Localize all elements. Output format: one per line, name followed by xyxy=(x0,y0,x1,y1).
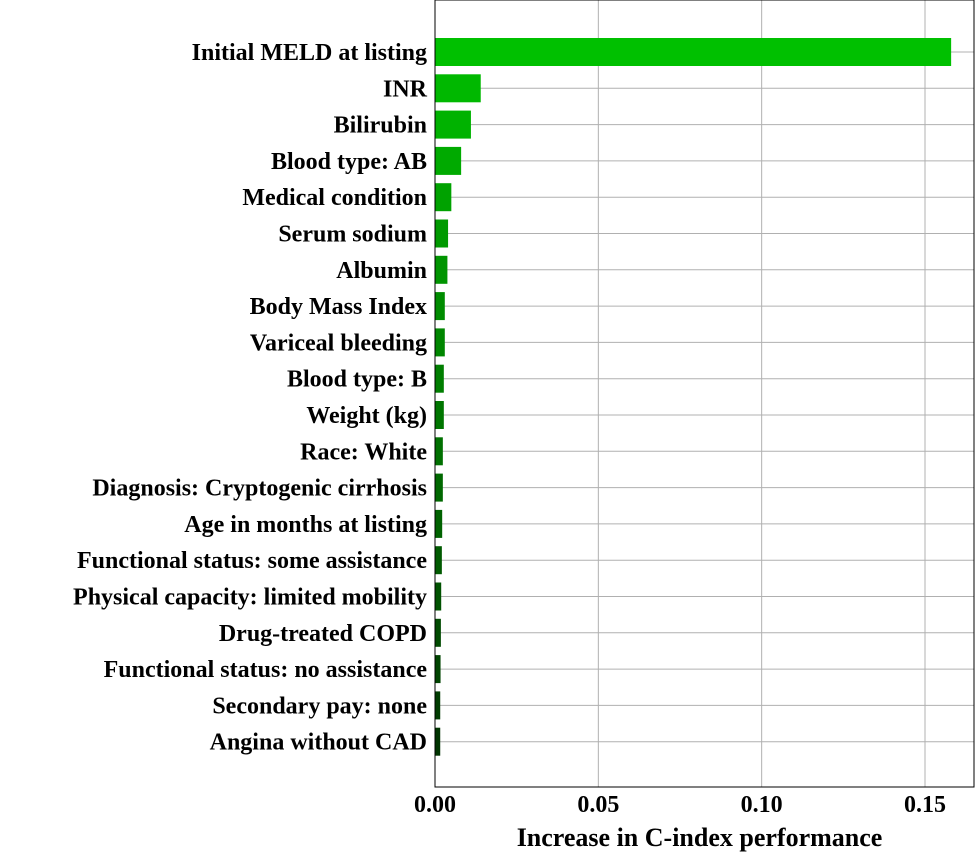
bar xyxy=(435,655,441,684)
category-label: Albumin xyxy=(336,258,427,284)
category-label: Initial MELD at listing xyxy=(192,40,427,66)
bar xyxy=(435,328,445,357)
bar xyxy=(435,473,443,502)
category-label: Body Mass Index xyxy=(250,294,427,320)
category-label: Variceal bleeding xyxy=(250,330,427,356)
bar xyxy=(435,183,452,212)
bar xyxy=(435,292,445,321)
x-axis-title: Increase in C-index performance xyxy=(517,823,883,852)
gridlines xyxy=(434,0,974,787)
category-label: Age in months at listing xyxy=(184,512,427,538)
x-tick-label: 0.00 xyxy=(414,792,456,818)
bar xyxy=(435,618,441,647)
bar xyxy=(435,255,448,284)
category-label: Serum sodium xyxy=(278,222,427,248)
x-tick-label: 0.15 xyxy=(904,792,946,818)
bar xyxy=(435,364,444,393)
category-label: Blood type: B xyxy=(287,367,427,393)
category-label: Blood type: AB xyxy=(271,149,427,175)
bar xyxy=(435,509,443,538)
bar xyxy=(435,74,481,103)
bar xyxy=(435,38,952,66)
category-label: Weight (kg) xyxy=(306,403,427,429)
bar xyxy=(435,727,441,756)
plot-frame xyxy=(434,0,975,788)
category-label: INR xyxy=(383,76,428,102)
x-tick-label: 0.10 xyxy=(741,792,783,818)
bar xyxy=(435,146,462,175)
bar xyxy=(435,582,442,611)
bar xyxy=(435,546,442,575)
category-labels: Initial MELD at listing INR Bilirubin Blood… xyxy=(73,40,428,756)
category-label: Medical condition xyxy=(242,185,427,211)
bar xyxy=(435,437,443,466)
bar xyxy=(435,110,471,139)
category-label: Diagnosis: Cryptogenic cirrhosis xyxy=(92,476,427,502)
category-label: Functional status: no assistance xyxy=(104,657,428,683)
bar xyxy=(435,401,444,429)
category-label: Secondary pay: none xyxy=(212,693,427,719)
category-label: Physical capacity: limited mobility xyxy=(73,585,427,611)
category-label: Race: White xyxy=(300,439,427,465)
bar xyxy=(435,219,449,248)
category-label: Angina without CAD xyxy=(210,730,427,756)
x-tick-label: 0.05 xyxy=(577,792,619,818)
bars xyxy=(435,38,952,756)
x-tick-labels: 0.00 0.05 0.10 0.15 xyxy=(414,792,946,818)
bar xyxy=(435,691,441,720)
category-label: Functional status: some assistance xyxy=(77,548,427,574)
category-label: Bilirubin xyxy=(334,113,427,139)
category-label: Drug-treated COPD xyxy=(219,621,427,647)
